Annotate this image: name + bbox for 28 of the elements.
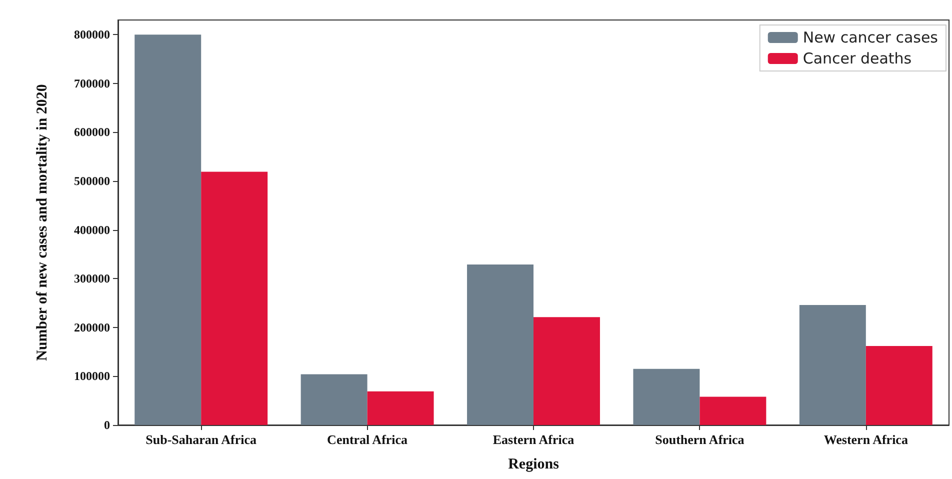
bar [633, 368, 700, 425]
y-tick-label: 700000 [74, 76, 110, 90]
x-axis-title: Regions [508, 456, 560, 472]
y-axis-title: Number of new cases and mortality in 2020 [34, 84, 50, 361]
x-tick-label: Western Africa [824, 432, 908, 447]
x-tick-label: Southern Africa [655, 432, 745, 447]
bar [467, 264, 534, 425]
bar [201, 172, 268, 425]
legend-label: Cancer deaths [802, 50, 912, 68]
y-tick-label: 300000 [74, 272, 110, 286]
bar [700, 396, 766, 425]
bar [534, 317, 600, 425]
bar [300, 374, 368, 425]
bar [367, 391, 434, 425]
y-tick-label: 400000 [74, 222, 110, 237]
y-tick-label: 800000 [74, 28, 110, 42]
y-tick-label: 500000 [74, 174, 110, 188]
bar [134, 34, 202, 425]
bar [866, 346, 932, 425]
y-tick-label: 0 [104, 418, 110, 432]
y-tick-label: 200000 [74, 320, 110, 334]
x-tick-label: Central Africa [327, 432, 408, 447]
y-tick-label: 100000 [74, 369, 110, 384]
legend-label: New cancer cases [802, 28, 938, 46]
x-tick-label: Sub-Saharan Africa [146, 432, 258, 447]
bar [799, 304, 866, 425]
x-tick-label: Eastern Africa [492, 432, 575, 447]
y-tick-label: 600000 [74, 125, 110, 140]
